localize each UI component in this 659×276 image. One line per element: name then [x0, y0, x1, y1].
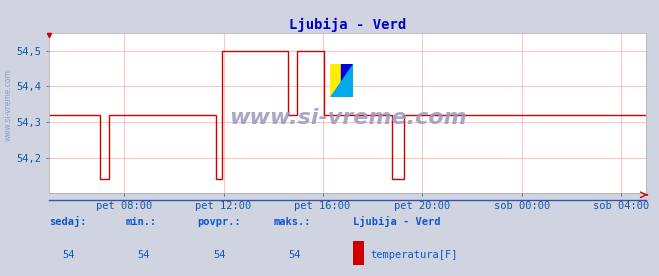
Text: 54: 54	[289, 250, 301, 260]
Text: Ljubija - Verd: Ljubija - Verd	[353, 216, 440, 227]
Text: www.si-vreme.com: www.si-vreme.com	[229, 108, 467, 128]
Text: 54: 54	[213, 250, 225, 260]
Polygon shape	[330, 64, 353, 97]
Bar	[330, 64, 341, 97]
Text: 54: 54	[137, 250, 150, 260]
Text: temperatura[F]: temperatura[F]	[370, 250, 458, 260]
Text: sedaj:: sedaj:	[49, 216, 87, 227]
Text: 54: 54	[63, 250, 75, 260]
Bar	[341, 64, 353, 97]
Text: min.:: min.:	[125, 217, 156, 227]
Text: povpr.:: povpr.:	[198, 217, 241, 227]
Text: maks.:: maks.:	[273, 217, 311, 227]
Title: Ljubija - Verd: Ljubija - Verd	[289, 18, 406, 32]
Text: www.si-vreme.com: www.si-vreme.com	[3, 69, 13, 141]
